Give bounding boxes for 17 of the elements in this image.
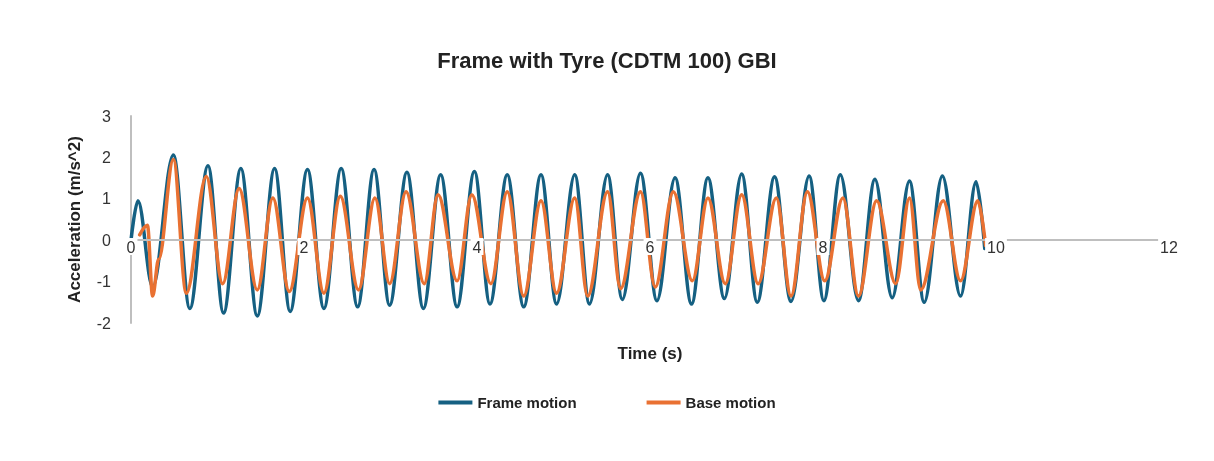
legend-label: Base motion (685, 394, 776, 411)
x-tick-label: 2 (299, 238, 309, 256)
y-tick-label: -2 (96, 314, 112, 332)
y-tick-label: -1 (96, 273, 112, 291)
legend-label: Frame motion (477, 394, 577, 411)
x-tick-label: 0 (126, 238, 136, 256)
x-tick-label: 8 (818, 238, 828, 256)
x-tick-label: 4 (472, 238, 482, 256)
x-axis-title: Time (s) (617, 344, 683, 363)
chart-title: Frame with Tyre (CDTM 100) GBI (437, 47, 777, 73)
y-tick-label: 3 (102, 107, 112, 125)
y-axis-title: Acceleration (m/s^2) (65, 136, 84, 303)
x-tick-label: 10 (987, 238, 1005, 256)
x-tick-label: 12 (1160, 238, 1178, 256)
y-tick-label: 1 (102, 190, 112, 208)
y-tick-label: 2 (102, 148, 112, 166)
x-tick-label: 6 (645, 238, 655, 256)
